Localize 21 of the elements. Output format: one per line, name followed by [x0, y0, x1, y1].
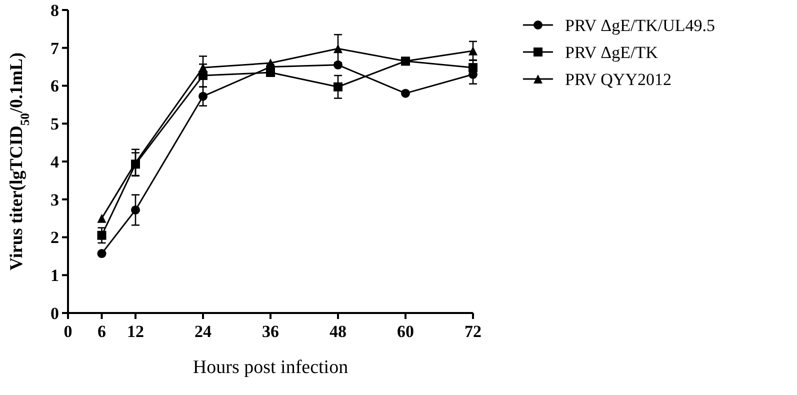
legend-label: PRV ΔgE/TK/UL49.5	[565, 16, 715, 35]
x-tick-label: 60	[397, 322, 414, 341]
x-tick-label: 36	[262, 322, 279, 341]
y-tick-label: 2	[50, 228, 59, 248]
y-tick-label: 7	[50, 38, 60, 58]
x-tick-label: 24	[194, 322, 212, 341]
y-tick-label: 6	[50, 76, 59, 96]
x-axis-title: Hours post infection	[192, 357, 349, 378]
x-tick-label: 0	[64, 322, 72, 341]
x-tick-label: 12	[127, 322, 144, 341]
y-tick-label: 3	[50, 190, 59, 210]
x-tick-label: 48	[330, 322, 346, 341]
legend-label: PRV QYY2012	[565, 70, 672, 89]
legend-label: PRV ΔgE/TK	[565, 42, 659, 62]
x-tick-label: 72	[464, 322, 482, 341]
y-tick-label: 0	[50, 304, 59, 323]
x-tick-label: 6	[98, 322, 106, 341]
y-tick-label: 4	[50, 152, 60, 172]
y-tick-label: 5	[50, 114, 59, 134]
y-tick-label: 1	[50, 266, 59, 286]
y-tick-label: 8	[50, 0, 59, 20]
